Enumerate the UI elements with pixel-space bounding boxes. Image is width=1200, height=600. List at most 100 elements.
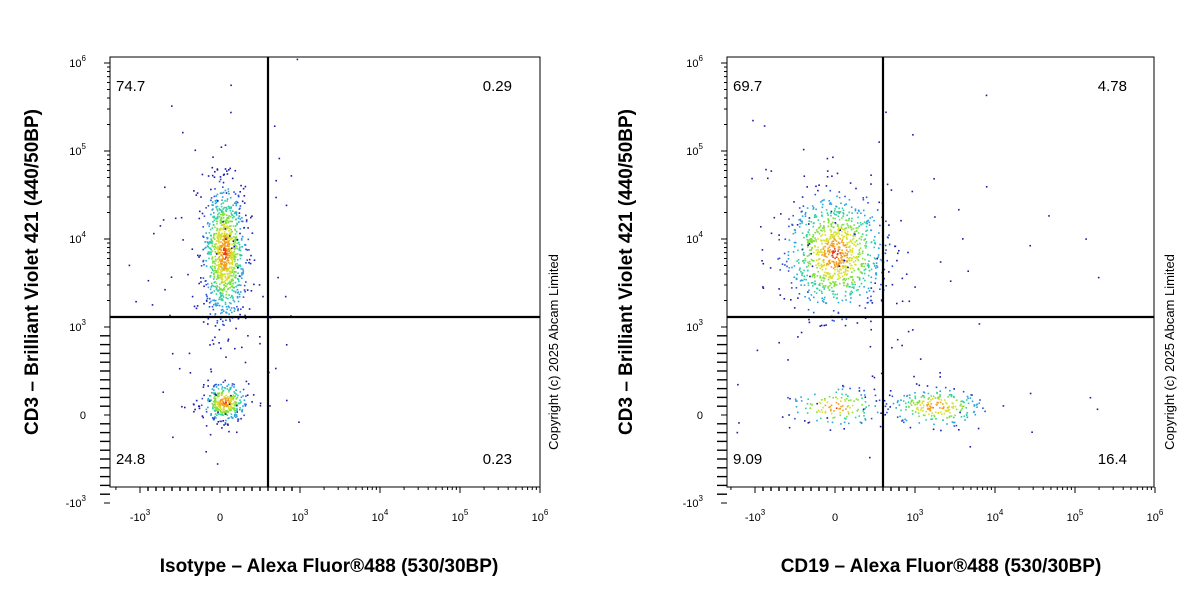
event-dot <box>860 394 862 396</box>
event-dot <box>218 413 220 415</box>
event-dot <box>760 226 762 228</box>
event-dot <box>769 267 772 269</box>
event-dot <box>210 370 213 373</box>
event-dot <box>241 410 243 413</box>
event-dot <box>217 421 220 423</box>
event-dot <box>952 402 954 405</box>
event-dot <box>837 250 839 252</box>
event-dot <box>810 221 813 223</box>
event-dot <box>245 403 247 406</box>
event-dot <box>224 244 226 247</box>
event-dot <box>210 282 213 285</box>
event-dot <box>845 234 848 237</box>
event-dot <box>203 394 205 397</box>
event-dot <box>195 399 198 402</box>
event-dot <box>232 407 234 410</box>
event-dot <box>239 275 242 278</box>
event-dot <box>834 217 836 220</box>
event-dot <box>855 289 858 292</box>
event-dot <box>229 407 231 410</box>
event-dot <box>801 232 804 234</box>
event-dot <box>939 411 942 414</box>
event-dot <box>837 225 839 228</box>
event-dot <box>212 221 214 223</box>
event-dot <box>828 200 830 202</box>
event-dot <box>215 232 218 235</box>
event-dot <box>221 394 223 397</box>
event-dot <box>840 405 842 408</box>
event-dot <box>859 247 862 250</box>
event-dot <box>965 407 968 409</box>
event-dot <box>227 226 230 229</box>
event-dot <box>226 253 229 255</box>
event-dot <box>857 399 859 401</box>
event-dot <box>828 259 831 262</box>
event-dot <box>234 414 236 416</box>
event-dot <box>212 404 215 407</box>
event-dot <box>848 399 850 402</box>
event-dot <box>845 418 847 420</box>
event-dot <box>231 230 233 233</box>
event-dot <box>222 264 225 267</box>
event-dot <box>851 212 853 214</box>
event-dot <box>924 414 926 417</box>
event-dot <box>850 259 853 262</box>
event-dot <box>235 203 237 205</box>
event-dot <box>831 319 834 322</box>
event-dot <box>823 225 825 227</box>
event-dot <box>214 246 217 249</box>
event-dot <box>218 216 221 218</box>
event-dot <box>807 246 809 248</box>
event-dot <box>234 243 236 246</box>
event-dot <box>224 168 227 170</box>
event-dot <box>207 175 210 177</box>
event-dots <box>128 58 300 465</box>
event-dot <box>233 310 236 312</box>
event-dot <box>849 276 852 278</box>
event-dot <box>832 221 834 224</box>
event-dot <box>1096 408 1099 411</box>
event-dot <box>218 212 220 214</box>
event-dot <box>937 402 939 404</box>
event-dot <box>851 271 853 273</box>
event-dot <box>844 270 847 272</box>
event-dot <box>202 236 205 238</box>
event-dot <box>233 239 235 241</box>
event-dot <box>930 403 933 405</box>
event-dot <box>840 272 843 275</box>
event-dot <box>817 227 820 229</box>
event-dot <box>921 402 923 404</box>
quadrant-lower-right-value: 0.23 <box>483 451 512 468</box>
event-dot <box>787 396 789 399</box>
event-dot <box>831 286 833 289</box>
event-dot <box>826 176 829 178</box>
event-dot <box>826 212 829 214</box>
event-dot <box>866 220 868 223</box>
event-dot <box>222 398 224 400</box>
event-dot <box>777 258 779 260</box>
event-dot <box>839 408 841 410</box>
event-dot <box>843 284 845 287</box>
event-dot <box>835 297 838 300</box>
event-dot <box>922 406 925 409</box>
event-dot <box>845 393 847 396</box>
event-dot <box>206 297 209 300</box>
event-dot <box>238 243 241 246</box>
event-dot <box>883 268 886 271</box>
event-dot <box>839 211 842 213</box>
event-dot <box>787 359 789 361</box>
event-dot <box>234 401 236 403</box>
event-dot <box>236 259 239 261</box>
event-dot <box>170 276 173 278</box>
event-dot <box>229 404 232 406</box>
event-dot <box>209 297 211 300</box>
event-dot <box>928 413 930 416</box>
event-dot <box>857 289 859 291</box>
event-dot <box>221 267 223 270</box>
event-dot <box>232 235 235 238</box>
y-axis-title: CD3 – Brilliant Violet 421 (440/50BP) <box>22 109 43 435</box>
event-dot <box>935 418 937 420</box>
event-dot <box>886 236 889 238</box>
event-dot <box>835 261 838 263</box>
event-dot <box>845 237 848 239</box>
